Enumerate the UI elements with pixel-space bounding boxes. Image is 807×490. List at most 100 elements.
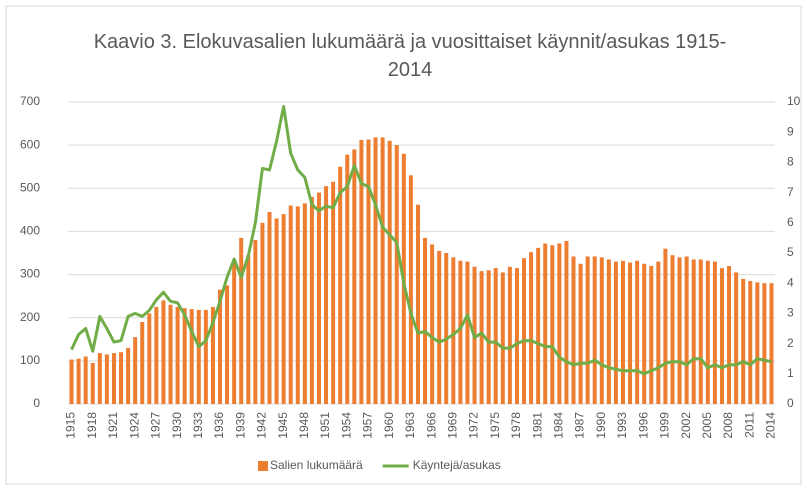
bar (599, 257, 604, 404)
bar (309, 196, 314, 404)
x-tick-label: 2005 (700, 412, 714, 439)
bar (578, 263, 583, 404)
bar (698, 259, 703, 404)
bar (175, 306, 180, 404)
bar (97, 353, 102, 404)
x-tick-label: 1984 (552, 412, 566, 439)
bar (514, 268, 519, 404)
x-tick-label: 2008 (721, 412, 735, 439)
x-tick-label: 1942 (255, 412, 269, 439)
bar (500, 272, 505, 404)
legend-swatch (258, 461, 268, 471)
bar (225, 285, 230, 404)
x-tick-label: 1957 (361, 412, 375, 439)
x-tick-label: 1981 (530, 412, 544, 439)
x-tick-label: 1996 (636, 412, 650, 439)
bar (635, 260, 640, 404)
x-tick-label: 2002 (679, 412, 693, 439)
bar (719, 268, 724, 404)
x-tick-label: 1927 (149, 412, 163, 439)
bar (126, 347, 131, 404)
y2-tick-label: 8 (787, 155, 794, 169)
x-tick-label: 1966 (424, 412, 438, 439)
bar (359, 139, 364, 405)
x-tick-label: 1990 (594, 412, 608, 439)
x-tick-label: 1969 (445, 412, 459, 439)
bar (437, 250, 442, 404)
bar (111, 353, 116, 404)
y2-tick-label: 5 (787, 245, 794, 259)
bar (380, 137, 385, 404)
bar (69, 359, 74, 404)
bar (338, 166, 343, 404)
x-tick-label: 1972 (467, 412, 481, 439)
bar (656, 261, 661, 404)
x-tick-label: 1963 (403, 412, 417, 439)
bar (649, 265, 654, 404)
y-tick-label: 200 (20, 310, 40, 324)
x-tick-label: 1993 (615, 412, 629, 439)
x-tick-label: 1924 (127, 412, 141, 439)
bar (218, 289, 223, 404)
bar (430, 244, 435, 404)
bar (571, 256, 576, 404)
x-tick-label: 1948 (297, 412, 311, 439)
bar (529, 252, 534, 404)
y2-tick-label: 7 (787, 185, 794, 199)
bar (366, 139, 371, 404)
y-tick-label: 100 (20, 353, 40, 367)
bar (585, 256, 590, 404)
bar (642, 263, 647, 404)
bar (620, 260, 625, 404)
bar (189, 309, 194, 404)
bar (606, 259, 611, 404)
bar (324, 186, 329, 404)
legend-label: Käyntejä/asukas (413, 458, 501, 472)
bar (274, 218, 279, 404)
x-tick-label: 2014 (764, 412, 778, 439)
bar (507, 266, 512, 404)
bar (203, 309, 208, 404)
bar (564, 240, 569, 404)
x-tick-label: 2011 (742, 412, 756, 438)
x-tick-label: 1939 (233, 412, 247, 439)
bar (727, 265, 732, 404)
x-tick-label: 1936 (212, 412, 226, 439)
x-tick-label: 1987 (573, 412, 587, 439)
y2-tick-label: 10 (787, 94, 801, 108)
x-tick-label: 1999 (658, 412, 672, 439)
x-tick-label: 1918 (85, 412, 99, 439)
bar (104, 354, 109, 404)
y-tick-label: 600 (20, 137, 40, 151)
bar (295, 206, 300, 404)
bar (316, 192, 321, 404)
bar (331, 181, 336, 404)
x-tick-label: 1975 (488, 412, 502, 439)
bar (663, 248, 668, 404)
bar (161, 300, 166, 404)
bar (373, 137, 378, 404)
y-tick-label: 0 (33, 396, 40, 410)
y-tick-label: 300 (20, 267, 40, 281)
bar (260, 222, 265, 404)
bar (444, 253, 449, 404)
bar (613, 261, 618, 404)
bar (352, 149, 357, 404)
bar (691, 259, 696, 404)
bar (387, 140, 392, 405)
bar (493, 268, 498, 404)
bar (486, 270, 491, 404)
bar (677, 257, 682, 404)
bar (479, 271, 484, 404)
bar (182, 308, 187, 404)
bar (423, 237, 428, 404)
bar (408, 175, 413, 404)
y2-tick-label: 9 (787, 124, 794, 138)
bar (712, 261, 717, 404)
y2-tick-label: 3 (787, 306, 794, 320)
bar (557, 243, 562, 404)
bar (755, 282, 760, 404)
bar (253, 240, 258, 404)
chart-title: Kaavio 3. Elokuvasalien lukumäärä ja vuo… (93, 31, 727, 81)
